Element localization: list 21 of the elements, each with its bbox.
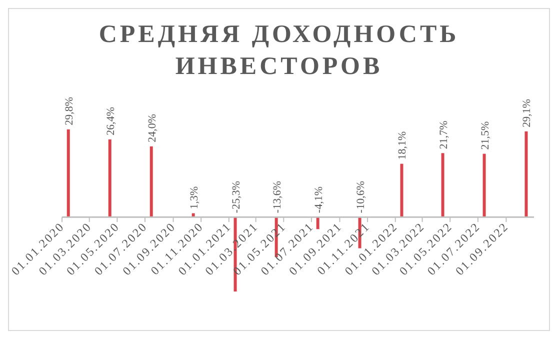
data-label: 21,5% <box>479 121 492 150</box>
data-label: 24,0% <box>146 114 158 142</box>
data-label: 29,8% <box>63 96 76 126</box>
bar <box>192 213 195 218</box>
bar <box>482 154 486 218</box>
data-label: 21,7% <box>438 120 450 150</box>
data-label: -25,3% <box>230 180 242 214</box>
data-label: -13,6% <box>271 180 284 214</box>
data-label: -10,6% <box>354 180 367 214</box>
data-label: -4,1% <box>312 186 325 214</box>
chart-title: СРЕДНЯЯ ДОХОДНОСТЬ ИНВЕСТОРОВ <box>98 20 460 82</box>
bar <box>150 146 153 218</box>
bar <box>66 129 70 218</box>
bar <box>524 131 528 218</box>
bar <box>441 153 444 218</box>
bar <box>108 139 112 218</box>
data-label: 18,1% <box>396 131 409 160</box>
data-label: 1,3% <box>188 186 200 210</box>
data-label: 26,4% <box>104 106 117 136</box>
bar <box>400 164 404 218</box>
data-label: 29,1% <box>521 98 534 128</box>
